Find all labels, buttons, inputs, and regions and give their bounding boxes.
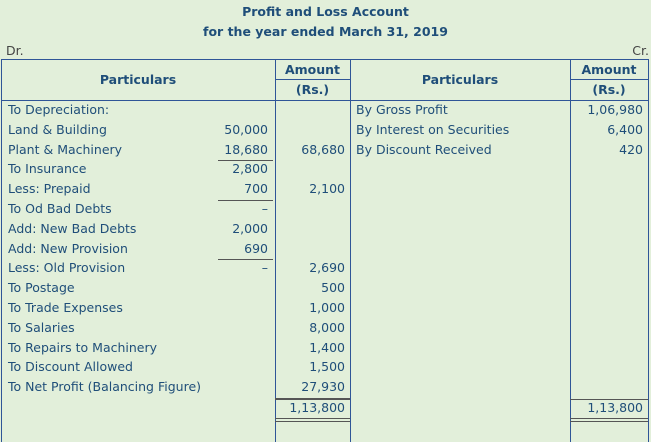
rule	[648, 59, 649, 442]
rule	[1, 100, 649, 101]
amount: 8,000	[309, 319, 345, 335]
total: 1,13,800	[289, 400, 345, 415]
sub-amount: 2,000	[232, 220, 268, 236]
amount: 1,06,980	[587, 102, 643, 117]
rule	[275, 79, 350, 80]
rule	[1, 59, 2, 442]
rule	[570, 79, 648, 80]
particular: Less: Old Provision	[8, 260, 126, 276]
column-header: (Rs.)	[592, 82, 626, 97]
column-header: (Rs.)	[295, 82, 330, 97]
rule	[275, 399, 350, 400]
particular: Plant & Machinery	[8, 141, 123, 157]
sub-amount: 700	[244, 181, 268, 197]
particular: By Interest on Securities	[356, 121, 510, 137]
column-header: Particulars	[421, 72, 499, 87]
sub-amount: 50,000	[224, 121, 268, 137]
rule	[1, 59, 649, 60]
rule	[570, 399, 648, 400]
column-header: Amount	[284, 62, 341, 77]
particular: To Trade Expenses	[8, 300, 123, 315]
rule	[570, 421, 648, 422]
amount: 1,400	[309, 339, 345, 355]
total: 1,13,800	[587, 400, 643, 415]
rule	[218, 200, 273, 201]
rule	[275, 398, 350, 399]
particular: To Discount Allowed	[8, 359, 133, 375]
sub-amount: –	[261, 260, 268, 276]
sub-amount: 2,800	[232, 161, 268, 177]
particular: Land & Building	[8, 121, 107, 137]
column-header: Particulars	[99, 72, 177, 87]
particular: By Gross Profit	[356, 102, 448, 117]
sub-amount: 18,680	[224, 141, 268, 157]
sub-amount: –	[261, 201, 268, 216]
particular: To Od Bad Debts	[8, 201, 112, 216]
particular: Less: Prepaid	[8, 181, 91, 197]
particular: To Depreciation:	[8, 102, 110, 117]
rule	[570, 59, 571, 442]
rule	[350, 59, 351, 442]
dr-label: Dr.	[6, 43, 24, 58]
amount: 500	[321, 280, 345, 296]
amount: 27,930	[301, 379, 345, 395]
rule	[218, 160, 273, 162]
rule	[275, 418, 350, 419]
amount: 1,500	[309, 359, 345, 375]
particular: To Repairs to Machinery	[8, 339, 158, 355]
particular: To Postage	[8, 280, 75, 296]
rule	[275, 421, 350, 422]
amount: 2,100	[309, 181, 345, 197]
particular: By Discount Received	[356, 141, 492, 157]
rule	[570, 418, 648, 419]
amount: 420	[619, 141, 643, 157]
amount: 1,000	[309, 300, 345, 315]
title: Profit and Loss Account	[242, 4, 409, 19]
particular: To Salaries	[8, 319, 75, 335]
column-header: Amount	[581, 62, 637, 77]
amount: 68,680	[301, 141, 345, 157]
sub-amount: 690	[244, 240, 268, 256]
particular: Add: New Provision	[8, 240, 128, 256]
amount: 6,400	[607, 121, 643, 137]
subtitle: for the year ended March 31, 2019	[203, 24, 448, 39]
particular: To Insurance	[8, 161, 87, 177]
cr-label: Cr.	[632, 43, 649, 58]
rule	[218, 259, 273, 261]
particular: Add: New Bad Debts	[8, 220, 137, 236]
particular: To Net Profit (Balancing Figure)	[8, 379, 202, 395]
rule	[275, 59, 276, 442]
amount: 2,690	[309, 260, 345, 276]
